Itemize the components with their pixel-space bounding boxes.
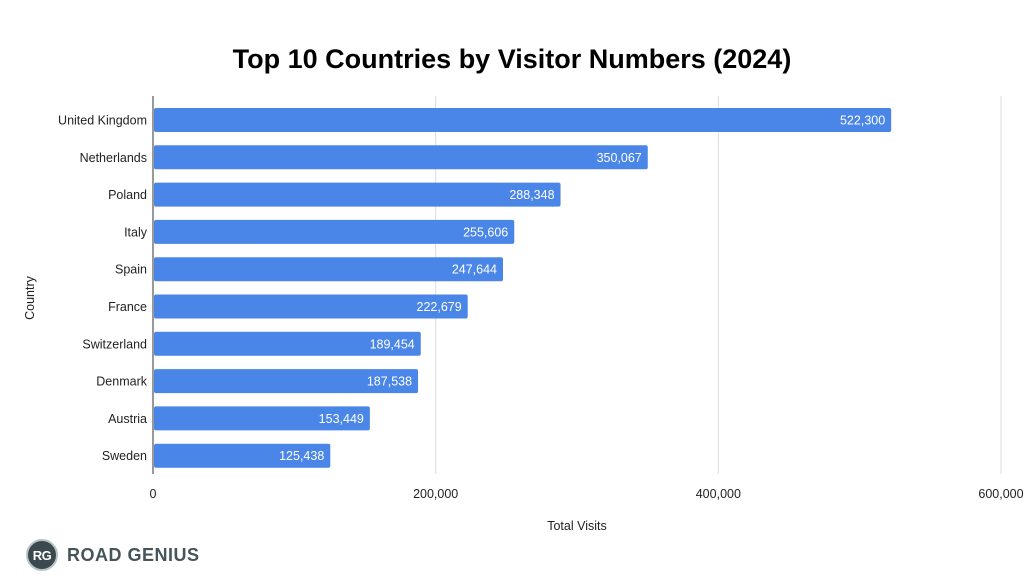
- bar-value-label: 189,454: [370, 337, 415, 351]
- bar-value-label: 153,449: [319, 412, 364, 426]
- y-axis-title: Country: [23, 275, 37, 320]
- x-axis-title: Total Visits: [547, 519, 607, 533]
- bar: [154, 294, 468, 319]
- category-label: Sweden: [102, 449, 147, 463]
- x-tick-labels: 0 200,000 400,000 600,000: [150, 487, 1024, 501]
- bar: [154, 443, 331, 468]
- bar-value-label: 125,438: [279, 449, 324, 463]
- category-label: Denmark: [96, 375, 147, 389]
- logo-badge-icon: RG: [26, 539, 58, 571]
- x-tick-label: 0: [150, 487, 157, 501]
- bar: [154, 406, 370, 431]
- bar: [154, 182, 561, 207]
- x-tick-label: 600,000: [978, 487, 1023, 501]
- bars: 522,300 350,067 288,348 255,606 247,644 222,6…: [154, 108, 892, 468]
- x-tick-label: 400,000: [696, 487, 741, 501]
- bar: [154, 331, 421, 356]
- category-label: Netherlands: [80, 151, 147, 165]
- bar-value-label: 255,606: [463, 225, 508, 239]
- bar-value-label: 187,538: [367, 375, 412, 389]
- category-label: Austria: [108, 412, 147, 426]
- bar-value-label: 522,300: [840, 114, 885, 128]
- logo-badge-text: RG: [32, 547, 52, 563]
- logo-text: ROAD GENIUS: [67, 544, 200, 565]
- bar-value-label: 288,348: [509, 188, 554, 202]
- bar: [154, 369, 419, 394]
- category-label: France: [108, 300, 147, 314]
- road-genius-logo: RG ROAD GENIUS: [26, 538, 200, 572]
- bar: [154, 145, 648, 170]
- bar-value-label: 222,679: [417, 300, 462, 314]
- bar-value-label: 350,067: [597, 151, 642, 165]
- bar: [154, 108, 892, 132]
- category-label: United Kingdom: [58, 114, 147, 128]
- category-label: Spain: [115, 263, 147, 277]
- x-tick-label: 200,000: [413, 487, 458, 501]
- category-label: Italy: [124, 225, 148, 239]
- category-label: Poland: [108, 188, 147, 202]
- bar-value-label: 247,644: [452, 263, 497, 277]
- bar: [154, 219, 515, 244]
- category-label: Switzerland: [82, 337, 147, 351]
- category-labels: United Kingdom Netherlands Poland Italy Spai…: [58, 114, 148, 464]
- bar: [154, 257, 504, 282]
- chart-title: Top 10 Countries by Visitor Numbers (202…: [232, 44, 792, 74]
